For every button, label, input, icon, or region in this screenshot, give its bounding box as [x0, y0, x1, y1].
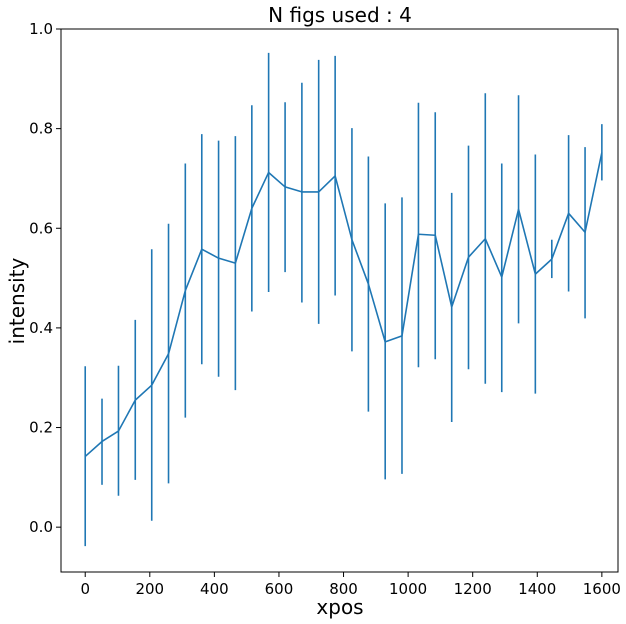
y-tick-label: 0.2	[29, 419, 53, 437]
y-axis: 0.0 0.2 0.4 0.6 0.8 1.0	[29, 20, 61, 536]
x-tick-label: 600	[265, 580, 294, 598]
x-tick-label: 0	[80, 580, 90, 598]
x-axis: 0 200 400 600 800 1000 1200 1400 1600	[80, 572, 621, 598]
y-tick-label: 0.0	[29, 518, 53, 536]
x-tick-label: 400	[200, 580, 229, 598]
plot-frame	[60, 28, 619, 573]
y-tick-label: 0.4	[29, 319, 53, 337]
y-tick-label: 1.0	[29, 20, 53, 38]
plot-series	[84, 52, 603, 547]
y-tick-label: 0.8	[29, 120, 53, 138]
x-tick-label: 800	[329, 580, 358, 598]
x-tick-label: 1400	[518, 580, 556, 598]
chart-title: N figs used : 4	[268, 3, 412, 27]
x-axis-title: xpos	[316, 595, 363, 619]
x-tick-label: 1000	[389, 580, 427, 598]
x-tick-label: 1200	[454, 580, 492, 598]
x-tick-label: 1600	[583, 580, 621, 598]
y-tick-label: 0.6	[29, 219, 53, 237]
y-axis-title: intensity	[5, 257, 29, 344]
x-tick-label: 200	[135, 580, 164, 598]
series-line	[84, 152, 603, 458]
